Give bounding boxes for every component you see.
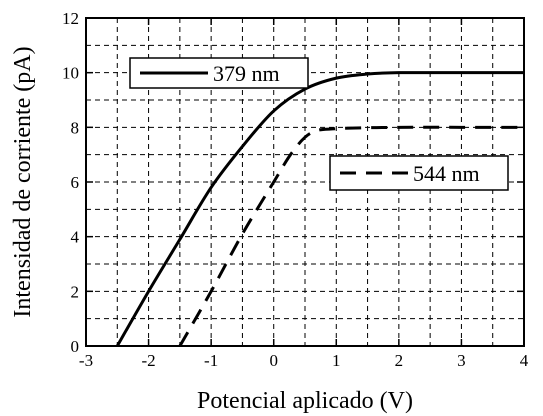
axis-ticks: [85, 17, 525, 347]
x-tick-label: -3: [79, 351, 93, 370]
y-tick-label: 10: [62, 64, 79, 83]
y-axis-label: Intensidad de corriente (pA): [10, 46, 36, 317]
y-tick-label: 12: [62, 9, 79, 28]
x-tick-label: 4: [520, 351, 529, 370]
x-tick-label: 0: [269, 351, 278, 370]
y-tick-label: 8: [71, 118, 80, 137]
y-tick-label: 2: [71, 282, 80, 301]
series-line-544nm: [178, 125, 524, 347]
x-tick-label: 2: [395, 351, 404, 370]
legend-544nm: 544 nm: [329, 155, 509, 191]
x-tick-label: 1: [332, 351, 341, 370]
x-tick-label: 3: [457, 351, 466, 370]
legend-box: [329, 155, 509, 191]
x-tick-label: -1: [204, 351, 218, 370]
y-tick-label: 0: [71, 337, 80, 356]
legend-379nm: 379 nm: [129, 57, 309, 89]
series-lines: [115, 71, 524, 347]
x-tick-label: -2: [141, 351, 155, 370]
legend-label: 379 nm: [213, 61, 280, 86]
legends: 379 nm 544 nm: [129, 57, 509, 191]
y-tick-label: 4: [71, 228, 80, 247]
x-axis-label: Potencial aplicado (V): [197, 388, 413, 414]
y-tick-label: 6: [71, 173, 80, 192]
series-line-379nm: [115, 71, 524, 347]
legend-label: 544 nm: [413, 161, 480, 186]
